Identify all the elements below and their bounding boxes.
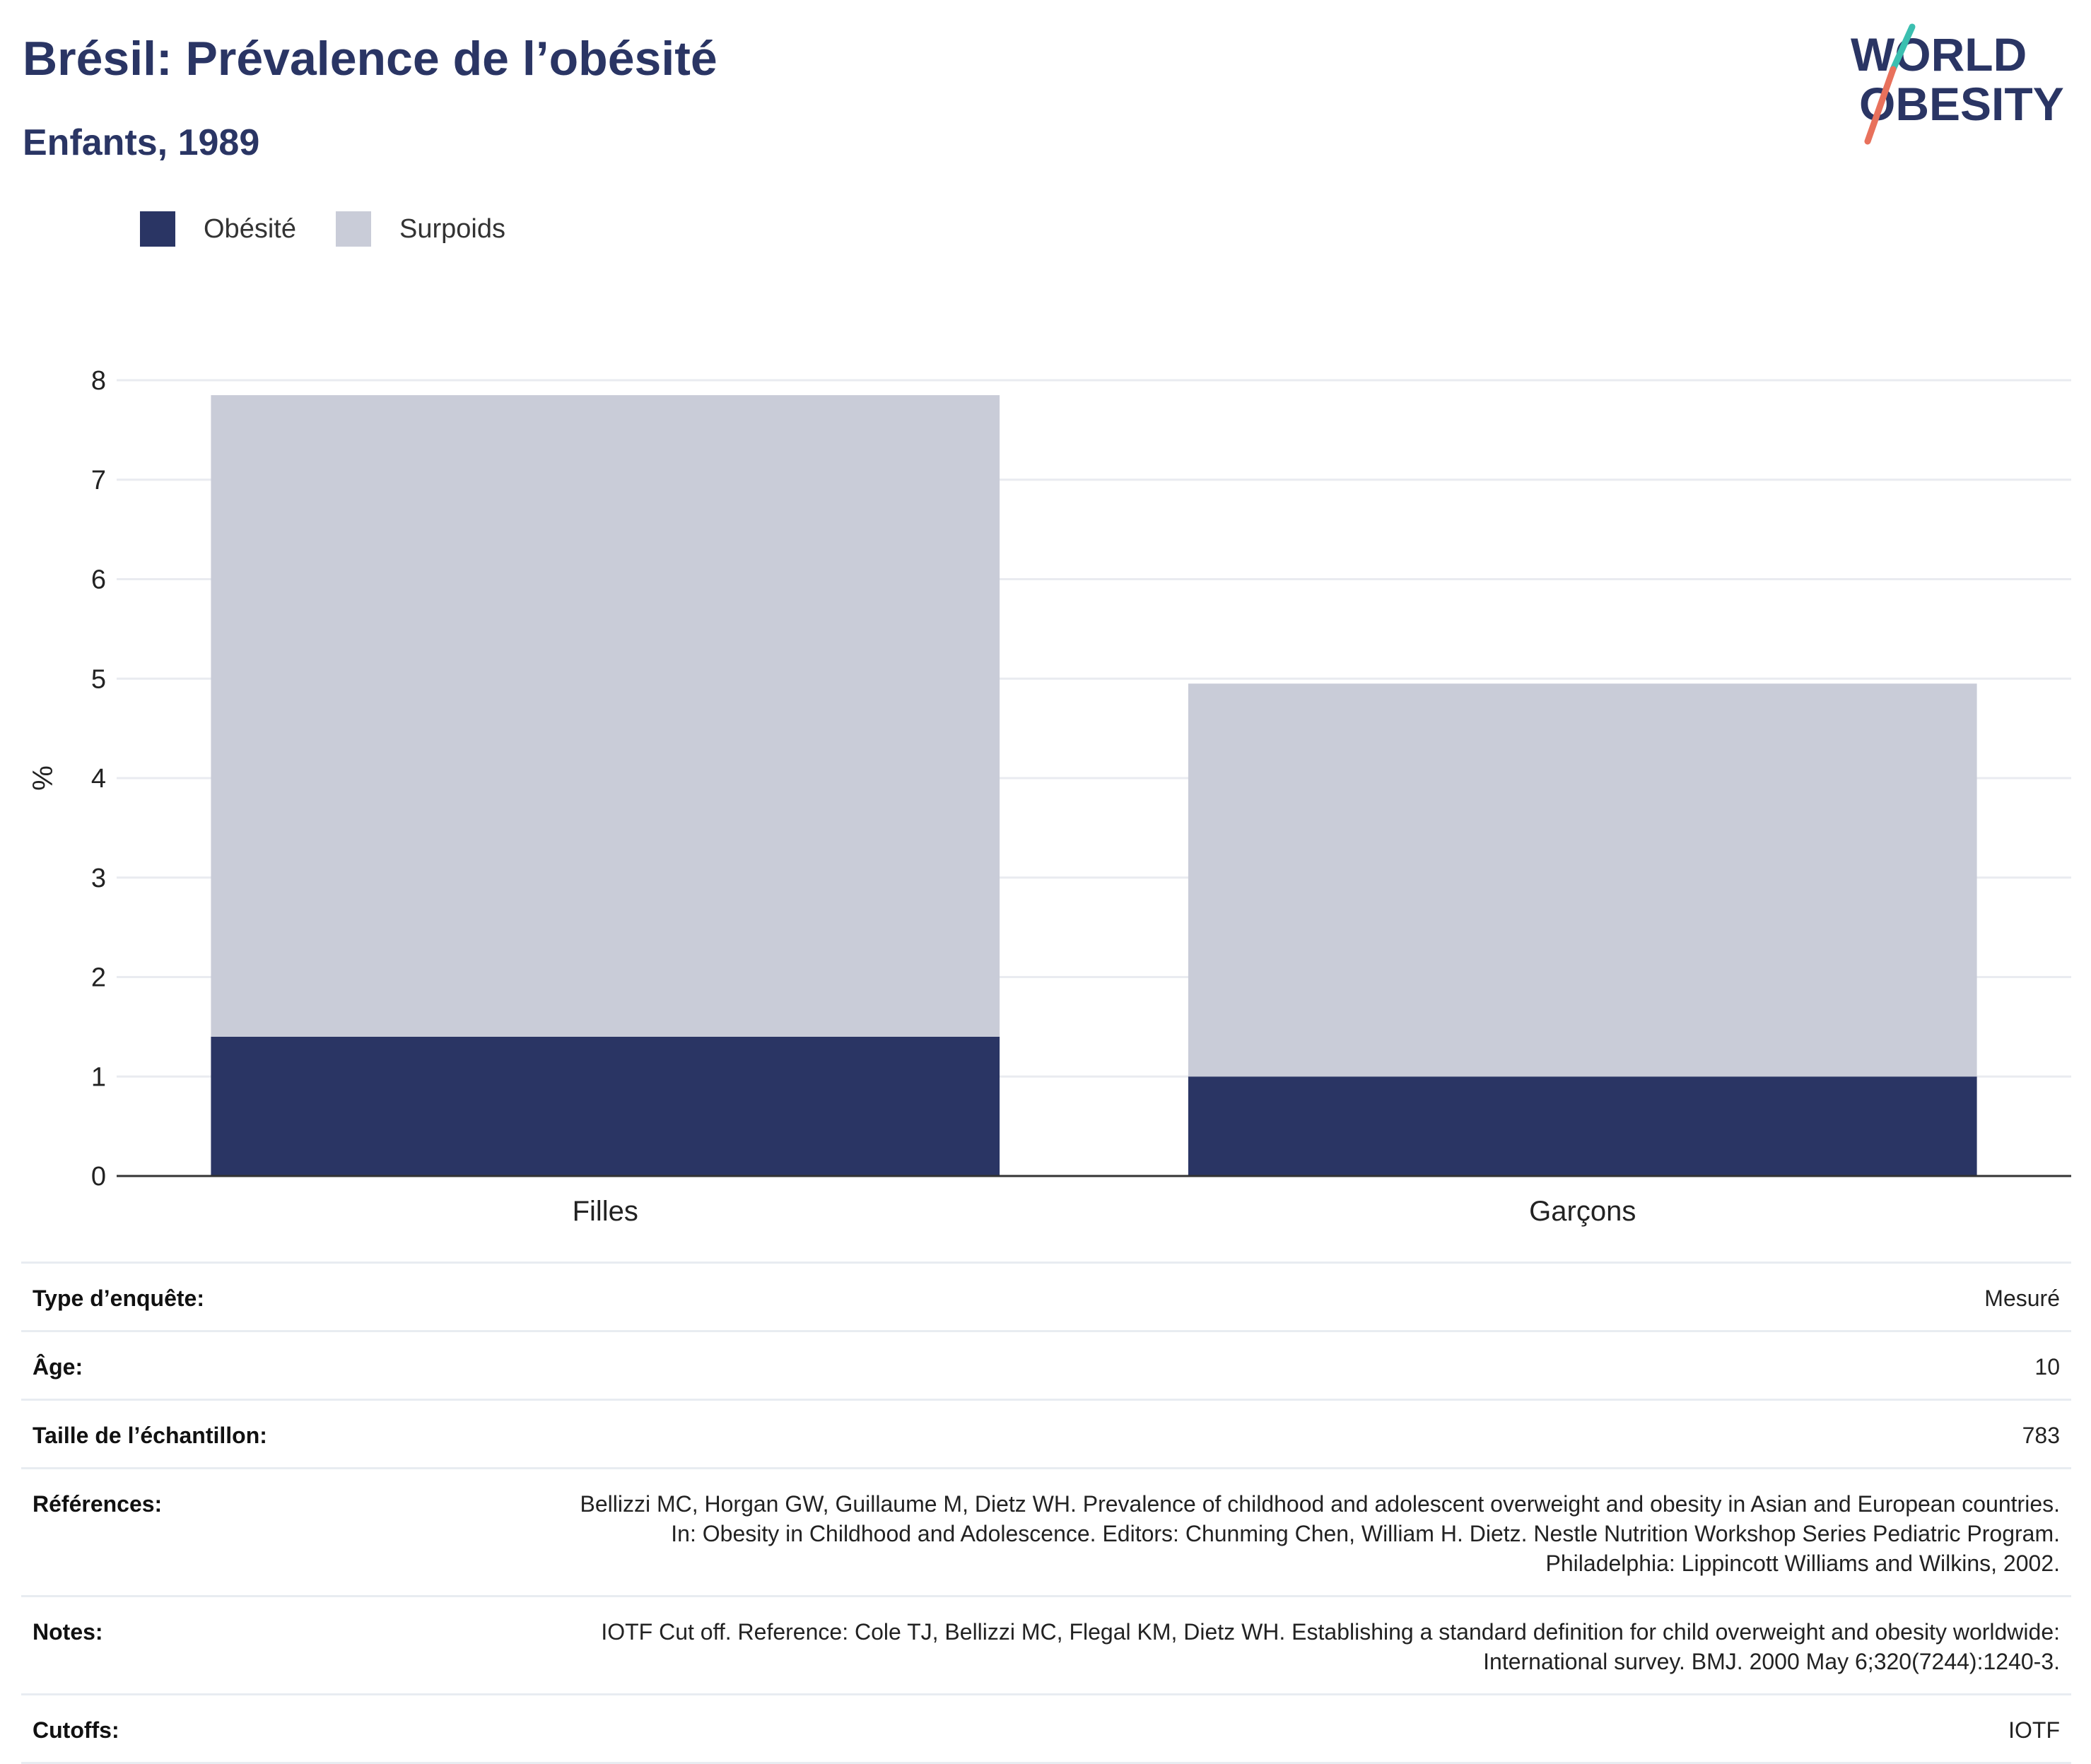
info-key: Références:: [33, 1491, 163, 1517]
bar-surpoids-filles: [211, 395, 1000, 1037]
axes: 0 1 2 3 4 5 6 7 8 Filles Garçons%: [28, 366, 2071, 1227]
info-row-age: Âge: 10: [21, 1330, 2071, 1399]
y-axis-label: %: [28, 765, 59, 791]
bar-ob-sit--gar-ons: [1188, 1076, 1977, 1176]
info-value: Mesuré: [1984, 1286, 2060, 1311]
chart-subtitle: Enfants, 1989: [23, 122, 260, 163]
info-row-cutoffs: Cutoffs: IOTF: [21, 1693, 2071, 1764]
y-tick-label: 8: [91, 366, 106, 396]
y-tick-label: 0: [91, 1162, 106, 1192]
world-obesity-logo: WORLD OBESITY: [1851, 23, 2064, 145]
info-value: 783: [2022, 1423, 2060, 1448]
svg-text:WORLD: WORLD: [1851, 28, 2027, 81]
info-row-survey-type: Type d’enquête: Mesuré: [21, 1262, 2071, 1330]
info-value: Bellizzi MC, Horgan GW, Guillaume M, Die…: [580, 1491, 2060, 1576]
legend-item-surpoids[interactable]: Surpoids: [335, 211, 505, 247]
y-tick-label: 5: [91, 664, 106, 694]
chart-title: Brésil: Prévalence de l’obésité: [23, 32, 718, 86]
legend-item-obesite[interactable]: Obésité: [140, 211, 296, 247]
legend-swatch-obesite: [140, 211, 175, 247]
y-tick-label: 4: [91, 764, 106, 794]
legend-label-surpoids: Surpoids: [399, 213, 505, 244]
bars: [211, 395, 1977, 1176]
info-value: 10: [2034, 1354, 2060, 1380]
info-row-references: Références: Bellizzi MC, Horgan GW, Guil…: [21, 1467, 2071, 1595]
info-key: Type d’enquête:: [33, 1286, 204, 1311]
legend-swatch-surpoids: [335, 211, 371, 247]
chart-legend: Obésité Surpoids: [140, 209, 545, 249]
info-key: Âge:: [33, 1354, 83, 1380]
y-tick-label: 7: [91, 466, 106, 495]
stacked-bar-chart: 0 1 2 3 4 5 6 7 8 Filles Garçons%: [28, 366, 2071, 1227]
info-value: IOTF: [2008, 1717, 2060, 1743]
svg-text:OBESITY: OBESITY: [1859, 78, 2064, 130]
info-key: Notes:: [33, 1619, 103, 1645]
info-row-notes: Notes: IOTF Cut off. Reference: Cole TJ,…: [21, 1595, 2071, 1693]
info-key: Taille de l’échantillon:: [33, 1423, 267, 1448]
bar-ob-sit--filles: [211, 1036, 1000, 1176]
y-tick-label: 2: [91, 963, 106, 993]
y-tick-label: 3: [91, 864, 106, 893]
x-tick-label: Filles: [573, 1196, 638, 1227]
info-key: Cutoffs:: [33, 1717, 119, 1743]
survey-info-table: Type d’enquête: Mesuré Âge: 10 Taille de…: [21, 1262, 2071, 1764]
y-tick-label: 1: [91, 1062, 106, 1092]
y-tick-label: 6: [91, 565, 106, 595]
info-value: IOTF Cut off. Reference: Cole TJ, Belliz…: [601, 1619, 2060, 1674]
bar-surpoids-gar-ons: [1188, 683, 1977, 1077]
info-row-sample-size: Taille de l’échantillon: 783: [21, 1399, 2071, 1467]
x-tick-label: Garçons: [1529, 1196, 1636, 1227]
legend-label-obesite: Obésité: [204, 213, 296, 244]
